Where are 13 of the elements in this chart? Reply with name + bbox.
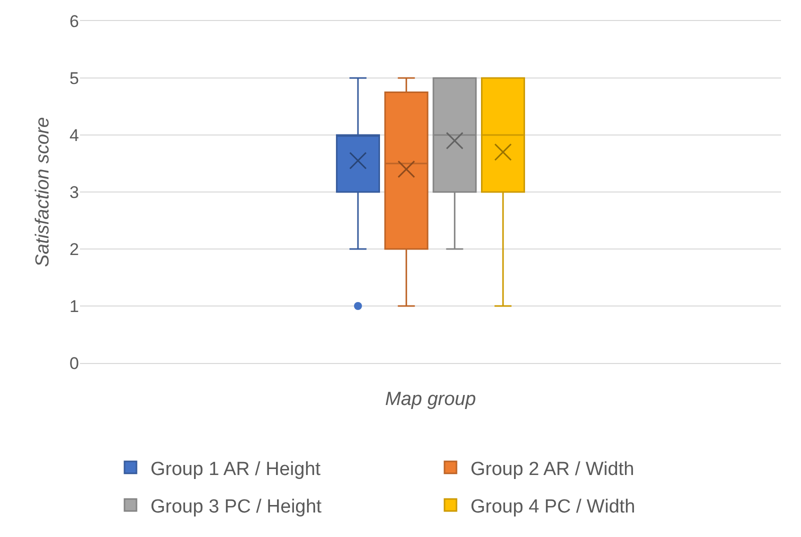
- legend-label: Group 2 AR / Width: [470, 458, 634, 480]
- legend-label: Group 3 PC / Height: [150, 496, 322, 518]
- y-tick-label: 6: [70, 12, 79, 31]
- y-tick-label: 4: [70, 126, 79, 145]
- y-tick-label: 0: [70, 354, 79, 373]
- legend-label: Group 1 AR / Height: [150, 458, 322, 480]
- y-tick-label: 1: [70, 296, 79, 316]
- y-axis-title: Satisfaction score: [32, 117, 54, 267]
- y-tick-label: 3: [70, 182, 79, 202]
- legend-label: Group 4 PC / Width: [470, 496, 636, 518]
- x-axis-title: Map group: [385, 389, 476, 410]
- y-tick-label: 5: [70, 68, 79, 88]
- y-tick-label: 2: [70, 240, 79, 259]
